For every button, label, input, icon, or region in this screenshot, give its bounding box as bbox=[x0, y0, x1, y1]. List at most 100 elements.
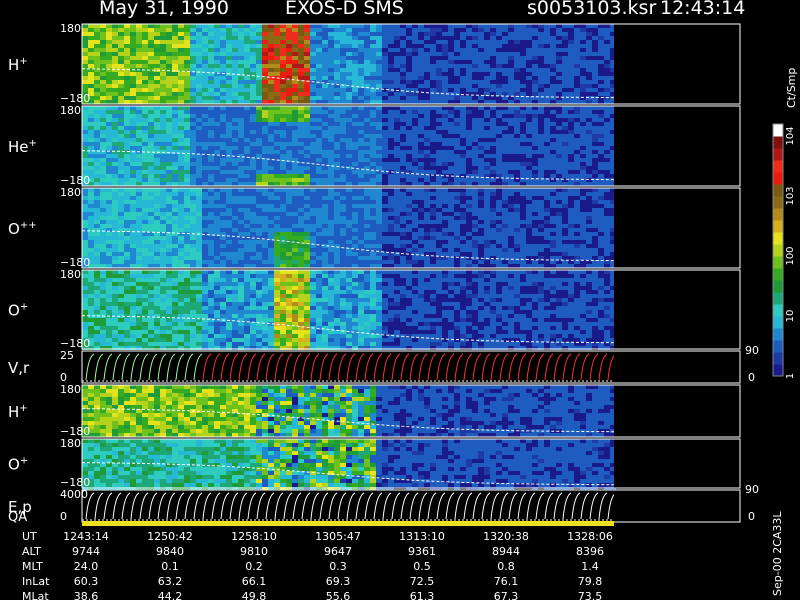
trace-segment bbox=[265, 353, 275, 381]
panel-ymin: −180 bbox=[60, 92, 90, 105]
footer-note: Sep-00 2CA33L bbox=[771, 511, 784, 596]
panel-ymax: 180 bbox=[60, 383, 81, 396]
trace-segment bbox=[373, 353, 383, 381]
trace-segment bbox=[571, 353, 581, 381]
trace-segment bbox=[346, 492, 356, 520]
trace-segment bbox=[544, 353, 554, 381]
trace-segment bbox=[535, 492, 545, 520]
panel-1 bbox=[81, 105, 741, 187]
trace-segment bbox=[157, 492, 167, 520]
colorbar-swatch bbox=[773, 364, 783, 377]
right-axis-top: 90 bbox=[745, 483, 759, 496]
trace-segment bbox=[337, 353, 347, 381]
orbit-row-label: InLat bbox=[22, 575, 50, 588]
trace-segment bbox=[274, 353, 284, 381]
trace-segment bbox=[418, 353, 428, 381]
colorbar-swatch bbox=[773, 304, 783, 317]
trace-segment bbox=[184, 353, 194, 381]
orbit-cell: 9647 bbox=[324, 545, 352, 558]
orbit-cell: 1328:06 bbox=[567, 530, 613, 543]
colorbar-swatch bbox=[773, 316, 783, 329]
trace-segment bbox=[193, 492, 203, 520]
trace-segment bbox=[310, 353, 320, 381]
panel-label: H+ bbox=[8, 403, 28, 421]
panel-label: H+ bbox=[8, 56, 28, 74]
trace-segment bbox=[211, 353, 221, 381]
colorbar-swatch bbox=[773, 340, 783, 353]
trace-segment bbox=[589, 492, 599, 520]
trace-segment bbox=[580, 353, 590, 381]
qa-strip bbox=[82, 521, 614, 526]
spin-phase-curve bbox=[82, 150, 618, 181]
colorbar-swatch bbox=[773, 148, 783, 161]
trace-segment bbox=[598, 492, 608, 520]
panel-ymin: −180 bbox=[60, 256, 90, 269]
colorbar-tick-label: 104 bbox=[785, 126, 796, 145]
trace-segment bbox=[454, 492, 464, 520]
panel-label: V,r bbox=[8, 359, 30, 377]
trace-segment bbox=[409, 492, 419, 520]
trace-segment bbox=[103, 353, 113, 381]
trace-segment bbox=[292, 492, 302, 520]
trace-segment bbox=[580, 492, 590, 520]
header-time: 12:43:14 bbox=[660, 0, 746, 19]
panel-label: O+ bbox=[8, 302, 28, 320]
trace-segment bbox=[418, 492, 428, 520]
spin-phase-curve bbox=[81, 230, 618, 262]
colorbar-swatch bbox=[773, 292, 783, 305]
trace-segment bbox=[202, 492, 212, 520]
trace-segment bbox=[319, 353, 329, 381]
trace-segment bbox=[391, 353, 401, 381]
trace-segment bbox=[94, 492, 104, 520]
trace-segment bbox=[292, 353, 302, 381]
trace-segment bbox=[112, 492, 122, 520]
trace-segment bbox=[121, 492, 131, 520]
trace-segment bbox=[85, 492, 95, 520]
trace-segment bbox=[283, 353, 293, 381]
right-axis-top: 90 bbox=[745, 344, 759, 357]
trace-segment bbox=[202, 353, 212, 381]
trace-segment bbox=[238, 353, 248, 381]
panel-0 bbox=[81, 23, 741, 105]
orbit-cell: 1.4 bbox=[581, 560, 599, 573]
header-filename: s0053103.ksr bbox=[527, 0, 657, 19]
trace-segment bbox=[499, 353, 509, 381]
trace-segment bbox=[337, 492, 347, 520]
panel-ymax: 25 bbox=[60, 349, 74, 362]
trace-segment bbox=[517, 353, 527, 381]
trace-segment bbox=[139, 353, 149, 381]
trace-segment bbox=[463, 492, 473, 520]
orbit-cell: 0.3 bbox=[329, 560, 347, 573]
trace-segment bbox=[94, 353, 104, 381]
panel-4 bbox=[81, 350, 741, 384]
orbit-cell: 72.5 bbox=[410, 575, 435, 588]
orbit-cell: 0.1 bbox=[161, 560, 179, 573]
panel-3 bbox=[81, 269, 741, 350]
trace-segment bbox=[490, 492, 500, 520]
colorbar-swatch bbox=[773, 136, 783, 149]
colorbar-swatch bbox=[773, 172, 783, 185]
trace-segment bbox=[454, 353, 464, 381]
trace-segment bbox=[139, 492, 149, 520]
orbit-cell: 1250:42 bbox=[147, 530, 193, 543]
trace-segment bbox=[220, 492, 230, 520]
orbit-cell: 49.8 bbox=[242, 590, 267, 600]
trace-segment bbox=[166, 492, 176, 520]
panel-ymin: 0 bbox=[60, 371, 67, 384]
trace-segment bbox=[355, 492, 365, 520]
trace-segment bbox=[301, 492, 311, 520]
colorbar-swatch bbox=[773, 184, 783, 197]
trace-segment bbox=[562, 492, 572, 520]
panel-ymin: −180 bbox=[60, 425, 90, 438]
trace-segment bbox=[571, 492, 581, 520]
orbit-cell: 9810 bbox=[240, 545, 268, 558]
trace-segment bbox=[436, 492, 446, 520]
orbit-cell: 55.6 bbox=[326, 590, 351, 600]
trace-segment bbox=[382, 353, 392, 381]
panel-ymax: 4000 bbox=[60, 488, 88, 501]
trace-segment bbox=[148, 492, 158, 520]
trace-segment bbox=[472, 353, 482, 381]
panel-6 bbox=[81, 438, 741, 491]
orbit-cell: 60.3 bbox=[74, 575, 99, 588]
header-instrument: EXOS-D SMS bbox=[285, 0, 404, 19]
